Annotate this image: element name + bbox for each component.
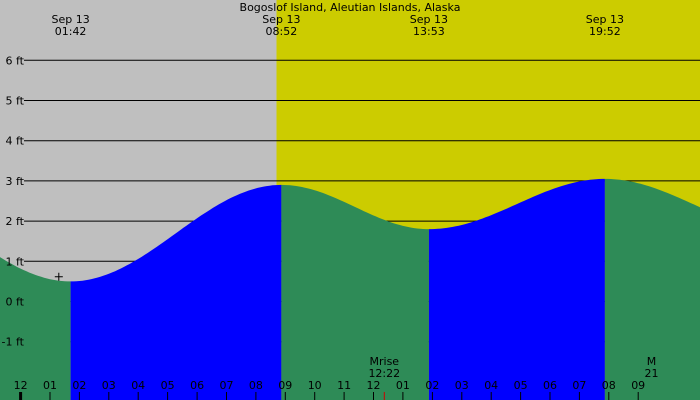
x-tick-label: 11 [337, 379, 351, 392]
x-tick-label: 03 [455, 379, 469, 392]
extreme-date-label: Sep 13 [410, 13, 448, 26]
extreme-time-label: 01:42 [55, 25, 87, 38]
y-tick-label: 0 ft [6, 296, 25, 309]
extreme-time-label: 13:53 [413, 25, 445, 38]
x-tick-label: 12 [14, 379, 28, 392]
x-tick-label: 08 [602, 379, 616, 392]
x-tick-label: 10 [308, 379, 322, 392]
x-tick-label: 07 [220, 379, 234, 392]
x-tick-label: 04 [131, 379, 145, 392]
falling-tide-area [281, 184, 429, 400]
marker-cross [54, 272, 63, 281]
midnight-marker [19, 392, 23, 400]
y-tick-label: 2 ft [6, 215, 25, 228]
x-tick-label: 08 [249, 379, 263, 392]
moonset-label: M [647, 355, 657, 368]
extreme-date-label: Sep 13 [262, 13, 300, 26]
x-tick-label: 06 [543, 379, 557, 392]
falling-tide-area [604, 178, 700, 400]
x-tick-label: 01 [396, 379, 410, 392]
x-tick-label: 09 [278, 379, 292, 392]
x-tick-label: 02 [425, 379, 439, 392]
x-axis: 1112010203040506070809101112010203040506… [14, 379, 645, 400]
tide-areas [0, 178, 700, 400]
extreme-time-label: 08:52 [266, 25, 298, 38]
extreme-date-label: Sep 13 [586, 13, 624, 26]
y-tick-label: 4 ft [6, 135, 25, 148]
extreme-time-label: 19:52 [589, 25, 621, 38]
x-tick-label: 01 [43, 379, 57, 392]
moonrise-time: 12:22 [368, 367, 400, 380]
x-tick-label: 06 [190, 379, 204, 392]
y-tick-label: 5 ft [6, 95, 25, 108]
falling-tide-area [0, 257, 71, 400]
x-tick-label: 07 [572, 379, 586, 392]
x-tick-label: 02 [72, 379, 86, 392]
x-tick-label: 05 [161, 379, 175, 392]
chart-title: Bogoslof Island, Aleutian Islands, Alask… [240, 1, 461, 14]
y-tick-label: 3 ft [6, 175, 25, 188]
rising-tide-area [70, 184, 282, 400]
x-tick-label: 12 [367, 379, 381, 392]
y-tick-label: 1 ft [6, 255, 25, 268]
y-axis-labels: 6 ft 5 ft 4 ft 3 ft 2 ft 1 ft 0 ft -1 ft [2, 54, 25, 348]
moonrise-label: Mrise [370, 355, 400, 368]
x-tick-label: 03 [102, 379, 116, 392]
moonset-time: 21 [645, 367, 659, 380]
x-tick-label: 05 [514, 379, 528, 392]
rising-tide-area [428, 178, 605, 400]
y-tick-label: -1 ft [2, 336, 25, 349]
x-tick-label: 04 [484, 379, 498, 392]
y-tick-label: 6 ft [6, 54, 25, 67]
extreme-date-label: Sep 13 [51, 13, 89, 26]
x-tick-label: 09 [631, 379, 645, 392]
